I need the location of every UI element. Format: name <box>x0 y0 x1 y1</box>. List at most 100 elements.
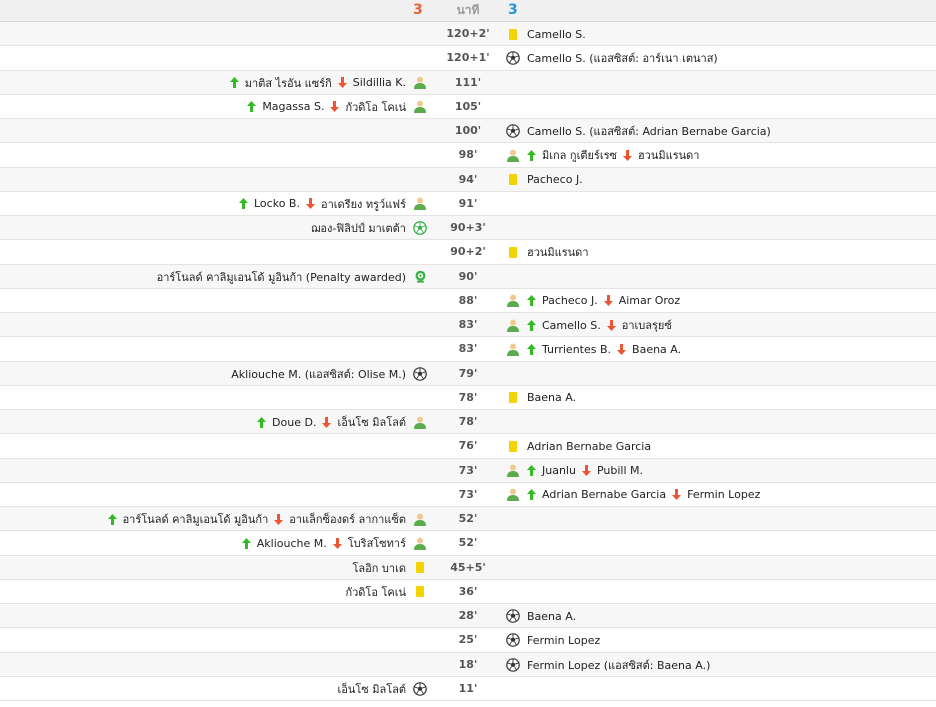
player-in-name: Adrian Bernabe Garcia <box>542 488 667 502</box>
away-event: Adrian Bernabe Garcia Fermin Lopez <box>505 483 760 507</box>
home-event: อาร์โนลด์ คาลิมูเอนโด้ มูอินก้า (Penalty… <box>157 265 428 289</box>
player-in-name: Juanlu <box>542 464 576 477</box>
substitution-icon <box>505 319 521 332</box>
event-minute: 78' <box>458 415 478 428</box>
away-event: Baena A. <box>505 604 576 628</box>
away-event: Camello S. อาเบลรุยซ์ <box>505 313 672 337</box>
yellow-card-icon <box>412 562 428 573</box>
timeline-header: 3 นาที 3 <box>0 0 936 22</box>
substitution-icon <box>412 197 428 211</box>
substitution-icon <box>412 76 428 89</box>
event-row: 91' Locko B. อาเดรียง ทรูว์แฟร์ <box>0 192 936 216</box>
away-event: Adrian Bernabe Garcia <box>505 434 651 458</box>
sub-in-arrow-icon <box>527 149 536 161</box>
sub-in-arrow-icon <box>527 295 536 307</box>
away-event: Fermin Lopez <box>505 628 600 652</box>
yellow-card-icon <box>412 586 428 598</box>
sub-in-arrow-icon <box>527 489 536 501</box>
player-name: โลอิก บาเด <box>352 561 406 575</box>
event-row: 78' Baena A. <box>0 386 936 410</box>
event-minute: 98' <box>458 148 478 162</box>
away-event: Juanlu Pubill M. <box>505 459 643 483</box>
player-name: Baena A. <box>527 391 577 405</box>
event-minute: 120+1' <box>446 51 490 65</box>
event-minute: 18' <box>458 657 478 671</box>
away-event: Camello S. (แอสซิสต์: อาร์เนา เตนาส) <box>505 46 718 70</box>
yellow-card-icon <box>505 174 521 185</box>
event-row: 90+3' ฌอง-ฟิลิปป์ มาเตต้า <box>0 216 936 241</box>
player-out-name: ฮวนมิแรนดา <box>637 149 700 163</box>
event-minute: 25' <box>458 633 478 647</box>
home-event: Doue D. เอ็นโซ มิลโลต์ <box>257 410 428 434</box>
player-in-name: มิเกล กูเตียร์เรซ <box>542 149 617 163</box>
sub-in-arrow-icon <box>257 416 267 428</box>
player-out-name: Baena A. <box>632 342 682 356</box>
event-row: 83' Camello S. อาเบลรุยซ์ <box>0 313 936 338</box>
goal-ball-icon <box>412 681 428 696</box>
away-event: Pacheco J. <box>505 168 583 192</box>
home-event: เอ็นโซ มิลโลต์ <box>337 677 428 701</box>
event-minute: 83' <box>458 342 478 356</box>
event-row: 28' Baena A. <box>0 604 936 629</box>
goal-ball-icon <box>505 51 521 66</box>
away-score: 3 <box>508 2 518 18</box>
player-name: ฮวนมิแรนดา <box>527 246 589 260</box>
yellow-card-icon <box>505 392 521 404</box>
player-in-name: อาร์โนลด์ คาลิมูเอนโด้ มูอินก้า <box>122 513 269 526</box>
event-minute: 45+5' <box>450 560 486 574</box>
player-in-name: มาติส ไรอัน แซร์กิ <box>244 76 332 90</box>
player-out-name: Fermin Lopez <box>687 488 761 502</box>
player-name: เอ็นโซ มิลโลต์ <box>337 682 406 696</box>
player-name: Akliouche M. (แอสซิสต์: Olise M.) <box>231 367 406 381</box>
sub-in-arrow-icon <box>527 465 536 476</box>
player-name: Pacheco J. <box>527 173 583 186</box>
player-name: กัวดิโอ โคเน่ <box>345 585 406 599</box>
event-row: 120+2' Camello S. <box>0 22 936 47</box>
player-out-name: กัวดิโอ โคเน่ <box>345 100 406 114</box>
player-name: ฌอง-ฟิลิปป์ มาเตต้า <box>311 222 406 235</box>
yellow-card-icon <box>505 440 521 452</box>
event-minute: 73' <box>458 463 478 477</box>
event-minute: 90' <box>458 269 478 283</box>
player-in-name: Turrientes B. <box>542 342 612 356</box>
event-minute: 88' <box>458 293 478 307</box>
sub-out-arrow-icon <box>322 416 332 428</box>
player-in-name: Camello S. <box>542 318 601 332</box>
away-event: Camello S. <box>505 22 586 46</box>
substitution-icon <box>505 488 521 502</box>
substitution-icon <box>505 464 521 477</box>
substitution-icon <box>505 343 521 356</box>
event-minute: 120+2' <box>446 27 490 40</box>
sub-out-arrow-icon <box>617 343 627 355</box>
goal-ball-icon <box>412 366 428 381</box>
sub-in-arrow-icon <box>527 319 536 331</box>
sub-in-arrow-icon <box>107 513 117 525</box>
sub-in-arrow-icon <box>239 198 248 210</box>
yellow-card-icon <box>505 246 521 258</box>
event-row: 78' Doue D. เอ็นโซ มิลโลต์ <box>0 410 936 435</box>
sub-in-arrow-icon <box>229 77 239 88</box>
player-in-name: Doue D. <box>272 415 317 429</box>
event-row: 52' อาร์โนลด์ คาลิมูเอนโด้ มูอินก้า อาแล็ก… <box>0 507 936 532</box>
player-name: อาร์โนลด์ คาลิมูเอนโด้ มูอินก้า (Penalty… <box>156 270 406 284</box>
player-name: Camello S. (แอสซิสต์: อาร์เนา เตนาส) <box>527 52 718 66</box>
sub-out-arrow-icon <box>274 513 284 525</box>
player-name: Camello S. (แอสซิสต์: Adrian Bernabe Gar… <box>527 125 771 138</box>
event-row: 73' Juanlu Pubill M. <box>0 458 936 483</box>
player-name: Camello S. <box>527 27 586 41</box>
event-row: 76' Adrian Bernabe Garcia <box>0 434 936 459</box>
player-out-name: โบริสโซทาร์ <box>347 537 406 551</box>
event-minute: 94' <box>458 172 478 186</box>
sub-in-arrow-icon <box>527 343 536 355</box>
substitution-icon <box>412 100 428 114</box>
home-event: กัวดิโอ โคเน่ <box>345 580 428 604</box>
event-row: 105' Magassa S. กัวดิโอ โคเน่ <box>0 95 936 119</box>
event-minute: 36' <box>458 584 478 598</box>
goal-ball-icon <box>505 633 521 648</box>
event-minute: 73' <box>458 487 478 501</box>
var-review-icon <box>412 270 428 283</box>
sub-out-arrow-icon <box>672 489 682 501</box>
goal-ball-icon <box>505 657 521 672</box>
event-row: 120+1' Camello S. (แอสซิสต์: อาร์เนา เตนา… <box>0 46 936 71</box>
player-in-name: Pacheco J. <box>542 294 598 308</box>
